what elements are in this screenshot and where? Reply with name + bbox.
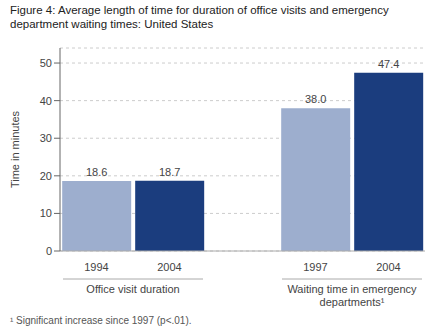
- svg-text:50: 50: [40, 57, 52, 69]
- svg-text:0: 0: [46, 245, 52, 257]
- svg-text:18.6: 18.6: [86, 166, 107, 178]
- svg-text:38.0: 38.0: [305, 93, 326, 105]
- svg-text:30: 30: [40, 132, 52, 144]
- html-text:Figure 4: Average length of ti: Figure 4: Average length of time for dur…: [10, 4, 389, 16]
- svg-text:2004: 2004: [376, 261, 400, 273]
- svg-text:1994: 1994: [84, 261, 108, 273]
- svg-text:20: 20: [40, 170, 52, 182]
- svg-text:40: 40: [40, 95, 52, 107]
- html-text:¹ Significant increase since 1: ¹ Significant increase since 1997 (p<.01…: [10, 315, 192, 326]
- svg-text:Time in minutes: Time in minutes: [9, 110, 21, 188]
- svg-text:Waiting time in emergencydepar: Waiting time in emergencydepartments¹: [287, 283, 417, 308]
- svg-text:47.4: 47.4: [378, 58, 399, 70]
- svg-text:10: 10: [40, 207, 52, 219]
- svg-text:1997: 1997: [303, 261, 327, 273]
- svg-text:Office visit duration: Office visit duration: [86, 283, 179, 295]
- svg-text:2004: 2004: [157, 261, 181, 273]
- html-text:department waiting times: Unit: department waiting times: United States: [10, 18, 214, 30]
- svg-text:18.7: 18.7: [159, 166, 180, 178]
